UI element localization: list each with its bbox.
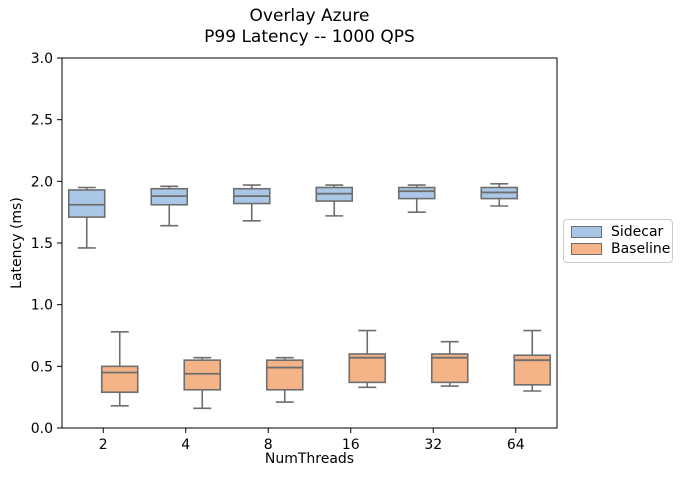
x-tick-label: 2: [99, 437, 108, 453]
y-tick-label: 2.5: [31, 113, 53, 129]
box-baseline-2: [100, 365, 139, 394]
y-tick-label: 2.0: [31, 174, 53, 190]
x-tick-label: 64: [507, 437, 525, 453]
x-tick-label: 32: [424, 437, 442, 453]
chart-title: Overlay Azure P99 Latency -- 1000 QPS: [62, 6, 557, 48]
legend-item-sidecar: Sidecar: [571, 225, 672, 239]
legend-label-baseline: Baseline: [611, 241, 671, 257]
y-axis-label: Latency (ms): [9, 197, 25, 289]
y-tick-label: 1.5: [31, 236, 53, 252]
x-tick-label: 16: [342, 437, 360, 453]
x-tick-label: 8: [264, 437, 273, 453]
x-tick-label: 4: [181, 437, 190, 453]
y-tick-label: 1.0: [31, 298, 53, 314]
box-baseline-32: [430, 353, 469, 384]
y-tick-label: 0.5: [31, 359, 53, 375]
baseline-swatch: [571, 243, 602, 255]
sidecar-swatch: [571, 226, 602, 238]
legend: Sidecar Baseline: [563, 219, 673, 263]
y-tick-label: 0.0: [31, 421, 53, 437]
box-sidecar-32: [397, 186, 436, 200]
box-baseline-4: [183, 359, 222, 391]
legend-label-sidecar: Sidecar: [611, 224, 664, 240]
x-axis-label: NumThreads: [264, 451, 355, 467]
box-sidecar-2: [67, 189, 106, 218]
chart-title-line2: P99 Latency -- 1000 QPS: [204, 27, 415, 47]
legend-item-baseline: Baseline: [571, 242, 672, 256]
y-tick-label: 3.0: [31, 51, 53, 67]
chart-title-line1: Overlay Azure: [249, 6, 370, 26]
box-baseline-8: [265, 359, 304, 391]
box-baseline-16: [348, 353, 387, 384]
